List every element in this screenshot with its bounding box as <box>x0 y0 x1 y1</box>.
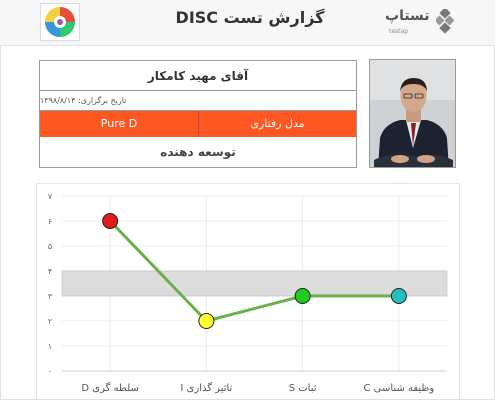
y-tick-label: ۰ <box>48 367 52 376</box>
y-tick-label: ۳ <box>48 292 53 301</box>
profile-date-row: تاریخ برگزاری: ۱۳۹۸/۸/۱۴ <box>40 91 356 111</box>
profile-name: آقای مهید کامکار <box>40 61 356 91</box>
series-line <box>108 219 401 323</box>
data-point <box>390 288 407 304</box>
y-tick-label: ۶ <box>48 217 52 226</box>
person-photo <box>369 59 456 168</box>
data-point <box>294 288 311 304</box>
report-title: گزارش تست DISC <box>175 8 325 27</box>
brand-subtitle: testap <box>389 28 409 35</box>
diamond-grid-icon <box>436 9 454 34</box>
disc-chart: ۰ ۱ ۲ ۳ ۴ ۵ ۶ ۷ سلطه گری D تاثیر گذاری I ثبات S وظی… <box>36 183 460 400</box>
profile-role: توسعه دهنده <box>160 145 236 159</box>
data-point <box>102 213 119 229</box>
brand-logo: تستاپ testap <box>385 6 455 40</box>
mid-band <box>61 270 448 297</box>
disc-line-chart: ۰ ۱ ۲ ۳ ۴ ۵ ۶ ۷ سلطه گری D تاثیر گذاری I ثبات S وظی… <box>48 192 448 394</box>
y-tick-label: ۴ <box>48 267 52 276</box>
profile-date: تاریخ برگزاری: ۱۳۹۸/۸/۱۴ <box>40 96 127 105</box>
data-point <box>198 313 215 329</box>
profile-info-table: آقای مهید کامکار تاریخ برگزاری: ۱۳۹۸/۸/۱… <box>39 60 357 168</box>
x-tick-label: سلطه گری D <box>81 382 138 394</box>
x-tick-label: ثبات S <box>289 383 317 394</box>
behavior-model-row: Pure D مدل رفتاری <box>40 111 356 137</box>
x-tick-label: تاثیر گذاری I <box>180 382 232 394</box>
y-tick-label: ۱ <box>48 342 52 351</box>
behavior-model-value: Pure D <box>40 111 199 137</box>
x-tick-label: وظیفه شناسی C <box>364 383 435 394</box>
behavior-model-label: مدل رفتاری <box>250 117 305 130</box>
y-tick-label: ۷ <box>48 192 53 201</box>
y-tick-label: ۲ <box>48 317 52 326</box>
report-header: گزارش تست DISC تستاپ testap <box>0 0 495 46</box>
disc-wheel-icon <box>40 3 80 41</box>
brand-name: تستاپ <box>385 8 430 24</box>
y-tick-label: ۵ <box>48 242 52 251</box>
